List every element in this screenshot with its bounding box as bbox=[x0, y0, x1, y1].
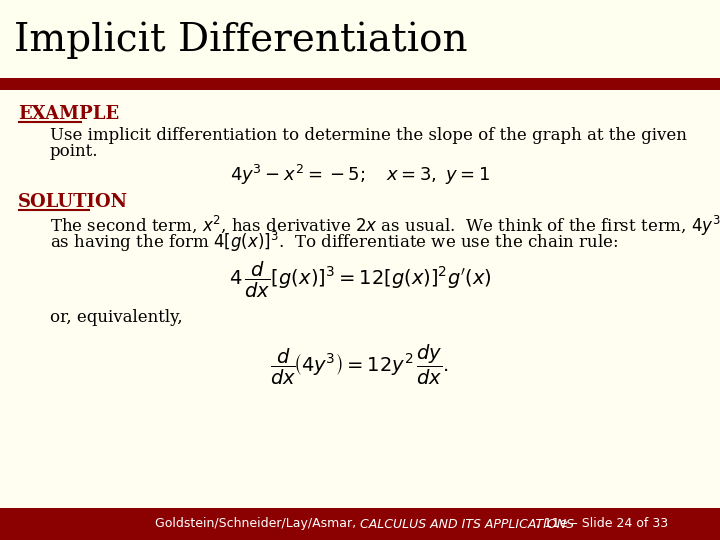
Bar bbox=[0, 508, 720, 540]
Text: as having the form $4[g(x)]^3$.  To differentiate we use the chain rule:: as having the form $4[g(x)]^3$. To diffe… bbox=[50, 230, 618, 254]
Text: EXAMPLE: EXAMPLE bbox=[18, 105, 119, 123]
Text: , 11e – Slide 24 of 33: , 11e – Slide 24 of 33 bbox=[536, 517, 669, 530]
Bar bbox=[0, 90, 720, 508]
Text: Goldstein/Schneider/Lay/Asmar,: Goldstein/Schneider/Lay/Asmar, bbox=[155, 517, 360, 530]
Text: Implicit Differentiation: Implicit Differentiation bbox=[14, 21, 467, 59]
Text: or, equivalently,: or, equivalently, bbox=[50, 309, 183, 327]
Text: SOLUTION: SOLUTION bbox=[18, 193, 128, 211]
Text: point.: point. bbox=[50, 144, 99, 160]
Text: $4y^3 - x^2 = -5; \quad x=3, \ y=1$: $4y^3 - x^2 = -5; \quad x=3, \ y=1$ bbox=[230, 163, 490, 187]
Text: $4\,\dfrac{d}{dx}\left[g(x)\right]^3 = 12\left[g(x)\right]^2 g'(x)$: $4\,\dfrac{d}{dx}\left[g(x)\right]^3 = 1… bbox=[228, 260, 492, 300]
Text: The second term, $x^2$, has derivative $2x$ as usual.  We think of the first ter: The second term, $x^2$, has derivative $… bbox=[50, 214, 720, 238]
Bar bbox=[0, 0, 720, 80]
Text: Use implicit differentiation to determine the slope of the graph at the given: Use implicit differentiation to determin… bbox=[50, 127, 687, 145]
Bar bbox=[0, 78, 720, 90]
Text: CALCULUS AND ITS APPLICATIONS: CALCULUS AND ITS APPLICATIONS bbox=[360, 517, 574, 530]
Text: $\dfrac{d}{dx}\!\left(4y^3\right) = 12y^2\,\dfrac{dy}{dx}.$: $\dfrac{d}{dx}\!\left(4y^3\right) = 12y^… bbox=[271, 343, 449, 387]
